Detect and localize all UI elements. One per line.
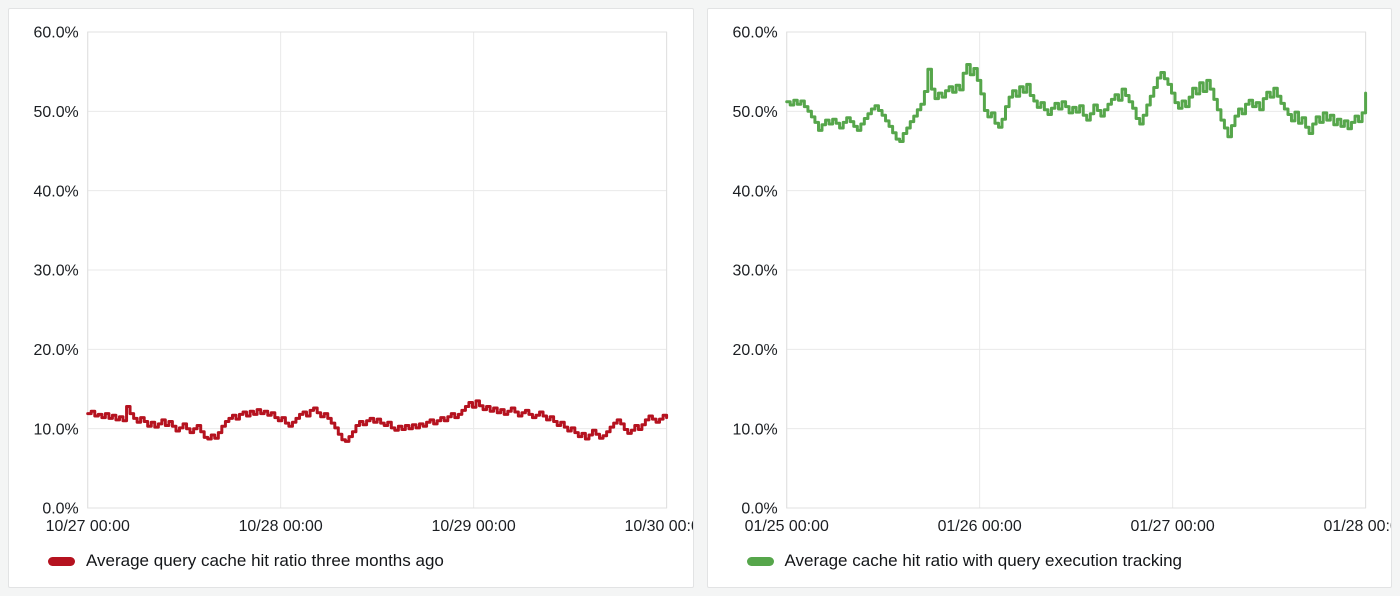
y-tick-label: 60.0% <box>732 25 777 42</box>
x-tick-label: 10/30 00:00 <box>624 518 692 535</box>
y-tick-label: 40.0% <box>34 183 79 200</box>
left-chart-canvas: 0.0% 10.0% 20.0% 30.0% 40.0% 50.0% 60.0% 10/27 … <box>34 25 693 535</box>
y-tick-label: 60.0% <box>34 25 79 42</box>
y-tick-label: 10.0% <box>732 421 777 438</box>
gridlines <box>785 31 1366 509</box>
y-tick-label: 0.0% <box>42 501 78 518</box>
right-chart-canvas: 0.0% 10.0% 20.0% 30.0% 40.0% 50.0% 60.0% 01/25 … <box>732 25 1391 535</box>
legend-label: Average query cache hit ratio three mont… <box>86 551 444 570</box>
legend-swatch-red <box>48 556 75 566</box>
legend-item-right[interactable]: Average cache hit ratio with query execu… <box>708 551 1392 571</box>
x-tick-label: 10/29 00:00 <box>432 518 516 535</box>
panel-cache-hit-with-tracking: 0.0% 10.0% 20.0% 30.0% 40.0% 50.0% 60.0% 01/25 … <box>706 8 1392 588</box>
legend-label: Average cache hit ratio with query execu… <box>784 551 1183 570</box>
plot-border <box>87 31 668 509</box>
panel-cache-hit-three-months-ago: 0.0% 10.0% 20.0% 30.0% 40.0% 50.0% 60.0% 10/27 … <box>8 8 694 588</box>
y-tick-label: 20.0% <box>732 342 777 359</box>
x-tick-label: 01/28 00:00 <box>1323 518 1391 535</box>
legend-swatch-green <box>746 556 774 566</box>
plot-border <box>785 31 1366 509</box>
x-tick-label: 10/27 00:00 <box>46 518 130 535</box>
x-tick-label: 01/27 00:00 <box>1130 518 1214 535</box>
y-tick-label: 50.0% <box>34 104 79 121</box>
y-tick-label: 0.0% <box>741 501 777 518</box>
y-tick-label: 40.0% <box>732 183 777 200</box>
y-tick-label: 50.0% <box>732 104 777 121</box>
series-line[interactable] <box>784 63 1367 143</box>
y-tick-label: 30.0% <box>34 263 79 280</box>
legend-item-left[interactable]: Average query cache hit ratio three mont… <box>9 551 693 571</box>
x-tick-label: 01/26 00:00 <box>937 518 1021 535</box>
series-line[interactable] <box>86 399 669 443</box>
x-tick-label: 01/25 00:00 <box>744 518 828 535</box>
y-tick-label: 30.0% <box>732 263 777 280</box>
x-tick-label: 10/28 00:00 <box>239 518 323 535</box>
y-tick-label: 10.0% <box>34 421 79 438</box>
y-tick-label: 20.0% <box>34 342 79 359</box>
